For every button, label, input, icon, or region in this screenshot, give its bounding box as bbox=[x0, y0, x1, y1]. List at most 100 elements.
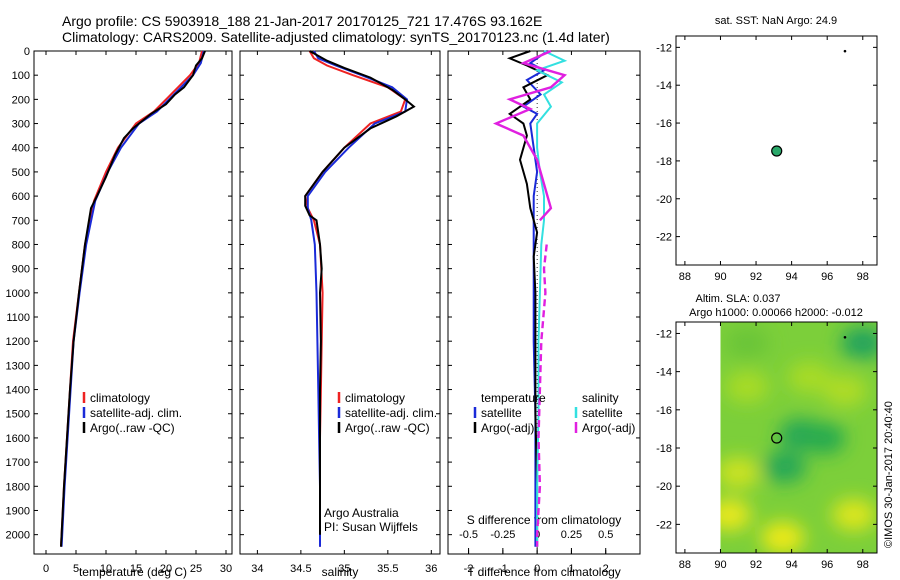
temp-legend-title: temperature bbox=[481, 391, 546, 405]
map-y-tick-label: -20 bbox=[656, 194, 672, 206]
heatmap-blob bbox=[801, 422, 846, 455]
s-diff-axis-label: S difference from climatology bbox=[467, 513, 622, 527]
argo-position-marker bbox=[771, 145, 783, 157]
x-tick-label: 35 bbox=[338, 563, 350, 575]
temperature-axes-frame bbox=[33, 50, 233, 555]
heatmap-blob bbox=[822, 374, 867, 407]
x-tick-label: 30 bbox=[220, 563, 232, 575]
credit-line1: Argo Australia bbox=[324, 506, 399, 520]
legend-label: Argo(-adj) bbox=[582, 421, 635, 435]
y-tick-label: 400 bbox=[12, 143, 30, 155]
legend-label: satellite bbox=[582, 406, 623, 420]
heatmap-field bbox=[720, 322, 878, 553]
legend-label: Argo(-adj) bbox=[481, 421, 534, 435]
map-y-tick-label: -18 bbox=[656, 443, 672, 455]
temperature-panel: 0100200300400500600700800900100011001200… bbox=[6, 46, 233, 579]
x-tick-label: 5 bbox=[73, 563, 79, 575]
map-y-tick-label: -22 bbox=[656, 519, 672, 531]
heatmap-blob bbox=[725, 327, 770, 359]
map-y-tick-label: -20 bbox=[656, 481, 672, 493]
map-y-tick-label: -12 bbox=[656, 328, 672, 340]
map-y-tick-label: -12 bbox=[656, 42, 672, 54]
heatmap-blob bbox=[725, 370, 770, 403]
map-y-tick-label: -14 bbox=[656, 80, 672, 92]
s-diff-tick-label: -0.25 bbox=[490, 529, 515, 541]
y-tick-label: 100 bbox=[12, 70, 30, 82]
y-tick-label: 1000 bbox=[6, 288, 30, 300]
y-tick-label: 600 bbox=[12, 191, 30, 203]
map-x-tick-label: 88 bbox=[679, 271, 691, 283]
argo-position-marker bbox=[771, 432, 783, 444]
legend-label: climatology bbox=[90, 391, 150, 405]
series-line bbox=[304, 50, 416, 535]
heatmap-blob bbox=[760, 521, 805, 553]
sla-map-title-line2: Argo h1000: 0.00066 h2000: -0.012 bbox=[689, 307, 863, 319]
x-tick-label: -2 bbox=[464, 563, 474, 575]
credit-line2: PI: Susan Wijffels bbox=[324, 520, 418, 534]
map-x-tick-label: 98 bbox=[857, 559, 869, 571]
y-tick-label: 1900 bbox=[6, 505, 30, 517]
x-tick-label: 36 bbox=[425, 563, 437, 575]
y-tick-label: 500 bbox=[12, 167, 30, 179]
y-tick-label: 1100 bbox=[6, 312, 30, 324]
x-tick-label: 35.5 bbox=[377, 563, 398, 575]
map-x-tick-label: 88 bbox=[679, 559, 691, 571]
heatmap-blob bbox=[720, 498, 752, 531]
heatmap-blobs bbox=[720, 327, 878, 553]
map-x-tick-label: 96 bbox=[821, 559, 833, 571]
trajectory-dot bbox=[843, 49, 847, 53]
y-tick-label: 1500 bbox=[6, 409, 30, 421]
s-diff-tick-label: -0.5 bbox=[459, 529, 478, 541]
x-tick-label: 10 bbox=[100, 563, 112, 575]
map-y-tick-label: -18 bbox=[656, 156, 672, 168]
legend-label: Argo(..raw -QC) bbox=[345, 421, 430, 435]
map-y-tick-label: -14 bbox=[656, 367, 672, 379]
heatmap-blob bbox=[762, 451, 807, 484]
sal-legend-title: salinity bbox=[582, 391, 619, 405]
s-diff-tick-label: 0.25 bbox=[561, 529, 582, 541]
map-x-tick-label: 94 bbox=[785, 271, 797, 283]
y-tick-label: 1800 bbox=[6, 481, 30, 493]
x-tick-label: 20 bbox=[160, 563, 172, 575]
legend-label: climatology bbox=[345, 391, 405, 405]
y-tick-label: 900 bbox=[12, 264, 30, 276]
map-y-tick-label: -16 bbox=[656, 405, 672, 417]
x-tick-label: 34 bbox=[251, 563, 263, 575]
map-x-tick-label: 94 bbox=[785, 559, 797, 571]
y-tick-label: 200 bbox=[12, 94, 30, 106]
series-line-dashed bbox=[535, 244, 548, 547]
difference-panel: -2 -1 0 1 2T difference from climatology -0.5… bbox=[447, 49, 641, 579]
map-x-tick-label: 92 bbox=[750, 559, 762, 571]
y-tick-label: 300 bbox=[12, 119, 30, 131]
x-tick-label: 1 bbox=[568, 563, 574, 575]
heatmap-blob bbox=[840, 327, 878, 359]
x-tick-label: 25 bbox=[190, 563, 202, 575]
salinity-panel: 34 34.5 35 35.5 36 salinity bbox=[239, 50, 441, 579]
sst_map-frame bbox=[675, 35, 878, 266]
y-tick-label: 700 bbox=[12, 215, 30, 227]
difference-xlabel: T difference from climatology bbox=[467, 565, 621, 579]
x-tick-label: 34.5 bbox=[290, 563, 311, 575]
series-line bbox=[60, 50, 206, 547]
temperature-xlabel: temperature (deg C) bbox=[79, 565, 187, 579]
series-line bbox=[60, 50, 205, 547]
y-tick-label: 800 bbox=[12, 239, 30, 251]
series-line bbox=[534, 50, 568, 547]
y-tick-label: 1700 bbox=[6, 457, 30, 469]
legend-label: Argo(..raw -QC) bbox=[90, 421, 175, 435]
series-line bbox=[521, 50, 548, 547]
legend-label: satellite-adj. clim. bbox=[90, 406, 182, 420]
figure-title-line1: Argo profile: CS 5903918_188 21-Jan-2017… bbox=[62, 13, 543, 29]
legend-label: satellite bbox=[481, 406, 522, 420]
sla-map-title-line1: Altim. SLA: 0.037 bbox=[696, 293, 781, 305]
y-tick-label: 2000 bbox=[6, 530, 30, 542]
map-x-tick-label: 98 bbox=[857, 271, 869, 283]
x-tick-label: 0 bbox=[43, 563, 49, 575]
map-x-tick-label: 90 bbox=[714, 559, 726, 571]
salinity-xlabel: salinity bbox=[322, 565, 359, 579]
series-line bbox=[60, 50, 203, 547]
sst_map-panel: 88 90 92 94 96 98 -12 -14 -16 -18 -20 -22 sat. SST: … bbox=[656, 15, 878, 283]
map-y-tick-label: -22 bbox=[656, 232, 672, 244]
map-x-tick-label: 96 bbox=[821, 271, 833, 283]
x-tick-label: 2 bbox=[603, 563, 609, 575]
